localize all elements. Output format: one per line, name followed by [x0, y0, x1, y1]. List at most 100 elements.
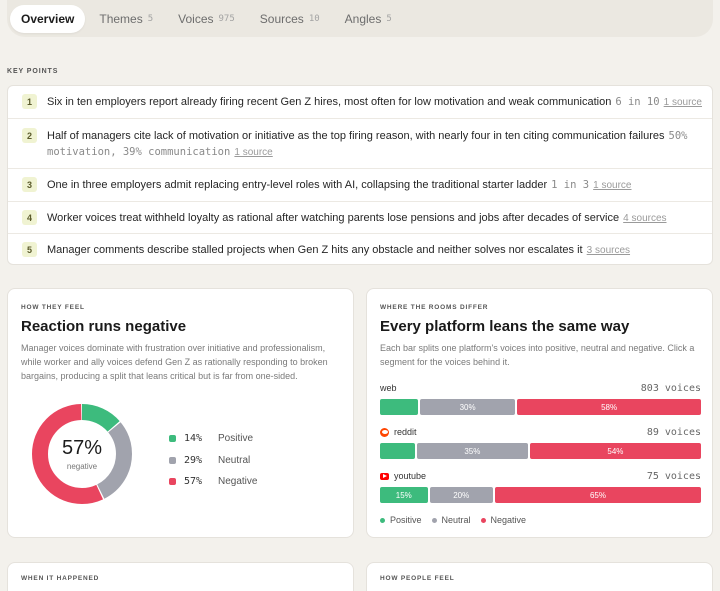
- sentiment-panel: HOW THEY FEEL Reaction runs negative Man…: [7, 288, 354, 538]
- donut-segment-negative[interactable]: [32, 404, 132, 504]
- key-point-number: 2: [22, 128, 37, 143]
- key-point-source-link[interactable]: 4 sources: [623, 213, 667, 224]
- timeline-panel-label: WHEN IT HAPPENED: [21, 575, 100, 582]
- platform-panel: WHERE THE ROOMS DIFFER Every platform le…: [366, 288, 713, 538]
- key-point-row: 5 Manager comments describe stalled proj…: [8, 234, 712, 264]
- reddit-glyph: [381, 430, 388, 434]
- platform-name-text: reddit: [394, 427, 417, 437]
- platform-row-youtube: youtube 75 voices 15% 20% 65%: [380, 469, 701, 503]
- youtube-glyph: [382, 474, 387, 478]
- legend-item-negative: 57% Negative: [169, 471, 257, 493]
- key-point-source-link[interactable]: 1 source: [663, 97, 702, 108]
- reddit-icon: [380, 427, 389, 437]
- tab-angles[interactable]: Angles 5: [334, 5, 403, 33]
- platform-row-reddit: reddit 89 voices 35% 54%: [380, 425, 702, 459]
- tab-overview[interactable]: Overview: [10, 4, 86, 33]
- key-point-row: 4 Worker voices treat withheld loyalty a…: [8, 202, 712, 234]
- bar-segment-positive[interactable]: [380, 399, 419, 415]
- legend-percent: 29%: [184, 454, 203, 466]
- legend-item-positive: 14% Positive: [169, 428, 257, 450]
- bar-segment-negative[interactable]: 65%: [494, 487, 701, 503]
- bar-segment-neutral[interactable]: 20%: [429, 487, 493, 503]
- key-point-row: 3 One in three employers admit replacing…: [8, 169, 712, 202]
- key-point-text-block: Half of managers cite lack of motivation…: [47, 128, 702, 161]
- bar-segment-negative[interactable]: 58%: [517, 399, 701, 415]
- platform-bar: 30% 58%: [380, 399, 701, 415]
- tab-sources[interactable]: Sources 10: [249, 5, 331, 33]
- key-point-source-link[interactable]: 1 source: [593, 180, 632, 191]
- donut-center: 57% negative: [30, 402, 134, 506]
- key-point-text: Six in ten employers report already firi…: [47, 96, 612, 108]
- tab-themes[interactable]: Themes 5: [88, 5, 164, 33]
- donut-segment-neutral[interactable]: [32, 404, 132, 504]
- legend-swatch: [169, 456, 176, 464]
- platform-legend: Positive Neutral Negative: [380, 515, 536, 525]
- platform-count: 89 voices: [646, 426, 701, 438]
- legend-percent: 14%: [184, 433, 203, 445]
- legend-name: Positive: [390, 515, 422, 525]
- legend-item-negative: Negative: [480, 515, 527, 525]
- bar-segment-positive[interactable]: 15%: [380, 487, 428, 503]
- tab-label: Themes: [99, 11, 143, 26]
- donut-segment-positive[interactable]: [32, 404, 132, 504]
- legend-dot: [480, 517, 486, 523]
- platform-name-text: youtube: [394, 471, 427, 481]
- emotion-panel-label: HOW PEOPLE FEEL: [380, 575, 455, 582]
- bar-segment-neutral[interactable]: 35%: [416, 443, 528, 459]
- key-point-number: 1: [22, 94, 37, 109]
- legend-percent: 57%: [184, 476, 203, 488]
- legend-swatch: [169, 478, 176, 486]
- key-point-stat: 1 in 3: [551, 179, 590, 191]
- platform-row-web: web 803 voices 30% 58%: [380, 381, 701, 415]
- tab-bar: Overview Themes 5 Voices 975 Sources 10 Ang…: [7, 0, 713, 37]
- key-point-text-block: Manager comments describe stalled projec…: [47, 242, 702, 259]
- key-point-number: 3: [22, 177, 37, 192]
- platform-panel-description: Each bar splits one platform's voices in…: [380, 343, 695, 367]
- legend-name: Neutral: [218, 454, 251, 466]
- tab-voices[interactable]: Voices 975: [167, 5, 246, 33]
- sentiment-panel-label: HOW THEY FEEL: [21, 304, 85, 311]
- donut-center-label: negative: [66, 462, 98, 471]
- key-point-text: One in three employers admit replacing e…: [47, 179, 548, 191]
- legend-name: Negative: [218, 476, 258, 488]
- key-point-row: 2 Half of managers cite lack of motivati…: [8, 119, 712, 169]
- platform-panel-title: Every platform leans the same way: [380, 318, 630, 335]
- key-point-row: 1 Six in ten employers report already fi…: [8, 86, 712, 119]
- tab-count: 10: [308, 13, 320, 24]
- platform-name-text: web: [380, 383, 397, 393]
- platform-panel-label: WHERE THE ROOMS DIFFER: [380, 304, 489, 311]
- key-point-text: Worker voices treat withheld loyalty as …: [47, 212, 620, 224]
- key-point-text-block: Six in ten employers report already firi…: [47, 94, 702, 111]
- bar-segment-positive[interactable]: [380, 443, 415, 459]
- key-point-text-block: One in three employers admit replacing e…: [47, 177, 702, 194]
- sentiment-legend: 14% Positive 29% Neutral 57% Negative: [169, 428, 257, 493]
- platform-bar: 15% 20% 65%: [380, 487, 701, 503]
- legend-dot: [431, 517, 437, 523]
- key-point-text: Manager comments describe stalled projec…: [47, 244, 583, 256]
- tab-count: 975: [218, 13, 235, 24]
- youtube-icon: [380, 472, 389, 480]
- key-point-stat: 50% motivation, 39% communication: [47, 130, 688, 158]
- platform-name: youtube: [380, 471, 426, 481]
- tab-label: Overview: [21, 11, 75, 26]
- legend-item-neutral: Neutral: [431, 515, 471, 525]
- donut-chart: [32, 404, 132, 504]
- bar-segment-neutral[interactable]: 30%: [420, 399, 516, 415]
- donut-center-percent: 57%: [61, 437, 103, 459]
- timeline-panel: WHEN IT HAPPENED: [7, 562, 354, 591]
- legend-item-positive: Positive: [380, 515, 422, 525]
- legend-item-neutral: 29% Neutral: [169, 450, 257, 472]
- key-point-text: Half of managers cite lack of motivation…: [47, 130, 665, 142]
- tab-label: Angles: [344, 11, 382, 26]
- bar-segment-negative[interactable]: 54%: [529, 443, 702, 459]
- emotion-panel: HOW PEOPLE FEEL: [366, 562, 713, 591]
- platform-name: reddit: [380, 427, 417, 437]
- tab-label: Sources: [259, 11, 304, 26]
- legend-name: Neutral: [441, 515, 471, 525]
- key-points-label: KEY POINTS: [7, 68, 59, 75]
- key-point-text-block: Worker voices treat withheld loyalty as …: [47, 210, 702, 227]
- legend-name: Negative: [490, 515, 527, 525]
- key-point-source-link[interactable]: 1 source: [234, 147, 273, 158]
- key-point-source-link[interactable]: 3 sources: [586, 245, 631, 256]
- platform-bar: 35% 54%: [380, 443, 702, 459]
